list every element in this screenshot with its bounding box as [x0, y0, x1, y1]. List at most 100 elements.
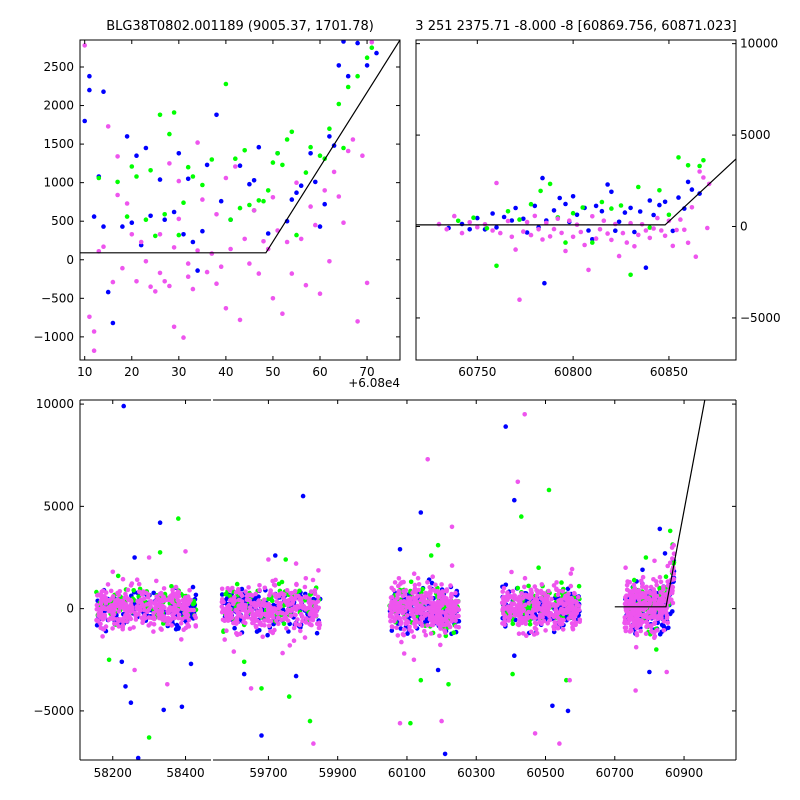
- data-point-series_a: [643, 265, 649, 271]
- data-point-series_c: [404, 613, 410, 618]
- data-point-series_b: [564, 677, 569, 683]
- data-point-series_c: [623, 565, 628, 570]
- data-point-series_c: [449, 619, 455, 624]
- data-point-series_c: [183, 614, 188, 620]
- data-point-series_c: [128, 602, 134, 607]
- data-point-series_c: [425, 457, 431, 462]
- data-point-series_c: [116, 592, 122, 598]
- data-point-series_a: [374, 50, 379, 56]
- data-point-series_a: [593, 203, 599, 209]
- data-point-series_c: [665, 563, 670, 569]
- data-point-series_c: [115, 192, 120, 198]
- data-point-series_a: [666, 625, 671, 631]
- data-point-series_c: [395, 633, 401, 638]
- data-point-series_a: [640, 567, 645, 573]
- data-point-series_b: [663, 574, 669, 579]
- data-point-series_b: [303, 170, 309, 175]
- data-point-series_a: [254, 629, 260, 634]
- data-point-series_a: [161, 707, 166, 713]
- data-point-series_c: [322, 188, 328, 193]
- data-point-series_c: [415, 575, 421, 581]
- data-point-series_c: [218, 264, 224, 270]
- data-point-series_c: [233, 589, 239, 595]
- data-point-series_c: [625, 612, 631, 618]
- data-point-series_c: [440, 610, 445, 615]
- data-point-series_c: [435, 608, 440, 613]
- data-point-series_c: [644, 619, 649, 625]
- data-point-series_c: [251, 619, 256, 625]
- data-point-series_c: [512, 593, 517, 598]
- data-point-series_a: [651, 212, 656, 218]
- data-point-series_c: [636, 596, 642, 602]
- data-point-series_a: [179, 704, 185, 710]
- data-point-series_a: [657, 202, 662, 208]
- data-point-series_c: [639, 619, 644, 624]
- data-point-series_c: [669, 584, 675, 589]
- data-point-series_c: [546, 588, 551, 594]
- data-point-series_b: [364, 55, 370, 60]
- data-point-series_b: [115, 179, 120, 185]
- data-point-series_c: [640, 574, 646, 580]
- data-point-series_c: [219, 586, 225, 592]
- data-point-series_a: [256, 144, 262, 150]
- data-point-series_c: [549, 596, 554, 602]
- data-point-series_c: [133, 617, 139, 622]
- data-point-series_c: [416, 587, 422, 593]
- data-point-series_c: [573, 622, 578, 628]
- data-point-series_c: [284, 626, 289, 631]
- data-point-series_b: [420, 586, 426, 592]
- data-point-series_c: [256, 271, 262, 276]
- data-point-series_c: [219, 609, 225, 615]
- data-point-series_c: [146, 555, 152, 560]
- data-point-series_c: [228, 246, 233, 252]
- data-point-series_c: [82, 43, 87, 48]
- data-point-series_b: [294, 232, 299, 238]
- data-point-series_a: [214, 112, 219, 118]
- data-point-series_c: [303, 576, 309, 581]
- data-point-series_b: [451, 630, 457, 635]
- data-point-series_b: [308, 144, 313, 150]
- data-point-series_c: [414, 618, 419, 623]
- data-point-series_c: [294, 582, 299, 588]
- data-point-series_b: [190, 174, 196, 179]
- data-point-series_c: [697, 169, 702, 174]
- data-point-series_c: [395, 595, 400, 601]
- data-point-series_c: [541, 609, 546, 614]
- data-point-series_c: [156, 612, 161, 617]
- data-point-series_c: [245, 610, 250, 615]
- data-point-series_c: [528, 232, 534, 238]
- plot-area: [94, 400, 706, 760]
- data-point-series_a: [503, 424, 509, 429]
- data-point-series_b: [276, 581, 282, 587]
- data-point-series_b: [538, 188, 543, 194]
- data-point-series_c: [569, 611, 574, 617]
- data-point-series_c: [544, 596, 550, 601]
- data-point-series_c: [506, 618, 512, 623]
- plot-area: [416, 155, 736, 303]
- data-point-series_c: [475, 224, 480, 230]
- data-point-series_c: [644, 601, 650, 607]
- data-point-series_c: [671, 542, 676, 548]
- data-point-series_c: [648, 624, 654, 630]
- data-point-series_c: [120, 599, 126, 605]
- data-point-series_a: [218, 198, 224, 204]
- data-point-series_a: [647, 669, 652, 675]
- data-point-series_a: [298, 183, 304, 188]
- data-point-series_c: [567, 218, 572, 223]
- data-point-series_c: [513, 247, 518, 252]
- data-point-series_c: [554, 609, 559, 615]
- data-point-series_a: [157, 177, 163, 182]
- data-point-series_c: [94, 606, 100, 612]
- x-tick-label: 58200: [94, 766, 132, 780]
- data-point-series_c: [165, 610, 171, 616]
- data-point-series_b: [590, 240, 595, 245]
- data-point-series_c: [176, 216, 182, 222]
- data-point-series_b: [256, 198, 262, 203]
- data-point-series_c: [437, 633, 442, 639]
- data-point-series_c: [245, 614, 251, 620]
- data-point-series_b: [247, 202, 252, 208]
- data-point-series_c: [288, 613, 294, 618]
- data-point-series_c: [659, 615, 664, 621]
- data-point-series_a: [313, 179, 318, 185]
- x-tick-label: 40: [218, 365, 233, 379]
